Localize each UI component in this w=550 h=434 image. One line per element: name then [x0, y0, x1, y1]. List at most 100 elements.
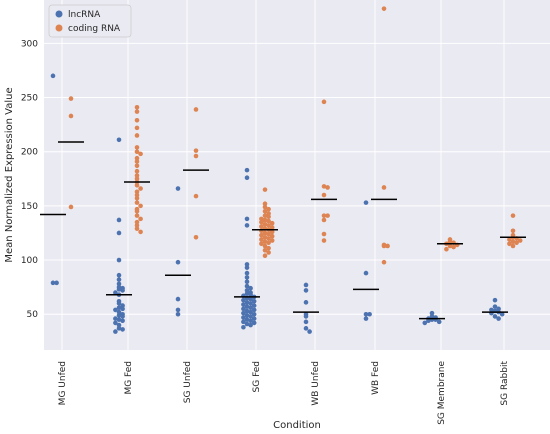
- point-lncrna-mg-fed-16: [116, 305, 122, 311]
- point-coding-rna-mg-fed-4: [134, 133, 140, 138]
- point-lncrna-sg-fed-36: [251, 316, 257, 321]
- point-coding-rna-sg-fed-9: [262, 217, 268, 223]
- point-lncrna-sg-fed-4: [244, 262, 250, 267]
- point-lncrna-sg-unfed-3: [175, 307, 181, 313]
- point-coding-rna-mg-unfed-2: [68, 204, 74, 210]
- point-coding-rna-sg-membrane-7: [444, 246, 449, 252]
- point-lncrna-sg-fed-32: [251, 311, 257, 317]
- point-coding-rna-sg-unfed-1: [193, 148, 199, 153]
- legend: lncRNA coding RNA: [48, 4, 132, 38]
- point-coding-rna-mg-fed-9: [134, 159, 140, 164]
- point-coding-rna-sg-fed-31: [259, 241, 264, 247]
- point-lncrna-wb-unfed-0: [303, 282, 309, 288]
- point-coding-rna-mg-fed-2: [134, 117, 140, 123]
- point-lncrna-wb-unfed-2: [303, 300, 309, 305]
- point-lncrna-mg-fed-2: [116, 230, 122, 236]
- point-lncrna-sg-fed-27: [241, 306, 246, 312]
- point-coding-rna-sg-fed-12: [269, 220, 275, 226]
- point-coding-rna-sg-rabbit-9: [507, 241, 512, 247]
- point-coding-rna-mg-unfed-0: [68, 96, 74, 101]
- point-lncrna-sg-unfed-1: [175, 259, 181, 265]
- point-coding-rna-sg-fed-21: [262, 230, 268, 236]
- point-lncrna-sg-fed-0: [244, 167, 250, 173]
- point-lncrna-sg-unfed-2: [175, 296, 181, 302]
- point-lncrna-sg-membrane-0: [429, 310, 435, 316]
- point-lncrna-mg-unfed-1: [54, 280, 59, 286]
- point-lncrna-sg-rabbit-2: [496, 306, 501, 312]
- point-lncrna-wb-unfed-5: [303, 319, 309, 325]
- mean-lines: [40, 141, 526, 320]
- point-coding-rna-sg-membrane-6: [451, 244, 456, 250]
- point-coding-rna-sg-fed-14: [266, 223, 271, 228]
- point-coding-rna-mg-fed-26: [134, 219, 140, 225]
- point-lncrna-mg-fed-11: [113, 290, 118, 295]
- point-coding-rna-sg-fed-30: [266, 240, 271, 246]
- point-lncrna-sg-fed-21: [244, 300, 250, 305]
- point-coding-rna-sg-rabbit-8: [514, 240, 519, 246]
- point-lncrna-sg-fed-37: [244, 317, 250, 322]
- legend-box: [48, 4, 132, 38]
- point-coding-rna-wb-unfed-6: [321, 217, 327, 223]
- point-lncrna-mg-fed-27: [116, 322, 122, 328]
- point-lncrna-sg-fed-35: [241, 315, 246, 320]
- point-lncrna-mg-fed-26: [113, 320, 118, 326]
- point-lncrna-sg-fed-31: [241, 310, 246, 316]
- point-lncrna-mg-fed-9: [116, 287, 122, 292]
- point-lncrna-sg-rabbit-8: [492, 314, 498, 319]
- x-tick-label-sg-rabbit: SG Rabbit: [500, 361, 510, 406]
- point-lncrna-mg-unfed-2: [50, 73, 56, 79]
- point-coding-rna-mg-fed-11: [134, 168, 140, 174]
- point-lncrna-sg-fed-14: [248, 292, 253, 298]
- point-coding-rna-mg-fed-7: [138, 151, 143, 157]
- point-coding-rna-wb-unfed-8: [321, 238, 327, 243]
- point-lncrna-wb-unfed-6: [303, 326, 309, 331]
- point-lncrna-mg-fed-3: [116, 257, 122, 263]
- point-coding-rna-mg-fed-20: [134, 200, 140, 205]
- point-coding-rna-sg-unfed-0: [193, 107, 199, 112]
- point-coding-rna-wb-unfed-0: [321, 99, 327, 105]
- point-lncrna-wb-fed-2: [363, 311, 369, 317]
- x-tick-labels: MG Unfed MG Fed SG Unfed SG Fed WB Unfed WB F…: [58, 361, 510, 425]
- point-coding-rna-mg-fed-27: [134, 223, 140, 228]
- y-axis-label: Mean Normalized Expression Value: [4, 87, 15, 262]
- point-lncrna-mg-fed-29: [120, 327, 125, 332]
- y-tick-label-50: 50: [27, 310, 39, 320]
- point-lncrna-mg-fed-25: [120, 318, 125, 324]
- grid-lines: [44, 0, 550, 350]
- point-coding-rna-wb-unfed-3: [321, 192, 327, 198]
- point-lncrna-sg-fed-3: [244, 223, 250, 228]
- point-lncrna-sg-membrane-1: [429, 314, 435, 319]
- point-lncrna-sg-fed-34: [248, 314, 253, 319]
- point-coding-rna-wb-fed-0: [381, 6, 387, 11]
- point-lncrna-sg-fed-7: [244, 275, 250, 280]
- x-axis-label: Condition: [273, 420, 321, 431]
- y-tick-labels: 50 100 150 200 250 300: [21, 39, 38, 320]
- point-coding-rna-sg-fed-0: [262, 187, 268, 192]
- point-lncrna-mg-fed-24: [116, 317, 122, 322]
- plot-background: [44, 0, 550, 350]
- point-lncrna-sg-fed-10: [248, 285, 253, 291]
- point-coding-rna-wb-fed-3: [381, 243, 387, 249]
- point-lncrna-wb-unfed-1: [303, 288, 309, 293]
- point-lncrna-sg-fed-42: [248, 322, 253, 328]
- point-coding-rna-sg-fed-6: [262, 213, 268, 218]
- y-tick-label-200: 200: [21, 148, 38, 158]
- point-coding-rna-sg-fed-26: [266, 236, 271, 241]
- point-lncrna-sg-fed-40: [251, 320, 257, 326]
- point-lncrna-sg-fed-13: [244, 291, 250, 296]
- point-coding-rna-wb-unfed-5: [325, 213, 330, 218]
- point-lncrna-mg-fed-30: [113, 329, 118, 334]
- point-coding-rna-mg-fed-25: [138, 216, 143, 222]
- point-coding-rna-wb-unfed-4: [321, 213, 327, 218]
- point-coding-rna-sg-fed-27: [259, 237, 264, 242]
- point-lncrna-mg-fed-28: [116, 326, 122, 331]
- point-lncrna-mg-fed-10: [120, 288, 125, 293]
- point-lncrna-sg-fed-24: [251, 303, 257, 308]
- point-coding-rna-sg-membrane-1: [447, 239, 453, 244]
- point-coding-rna-mg-fed-29: [138, 229, 143, 235]
- x-tick-label-wb-fed: WB Fed: [371, 361, 381, 395]
- point-coding-rna-sg-membrane-5: [447, 243, 453, 249]
- point-lncrna-mg-fed-18: [113, 307, 118, 313]
- point-coding-rna-mg-unfed-1: [68, 113, 74, 119]
